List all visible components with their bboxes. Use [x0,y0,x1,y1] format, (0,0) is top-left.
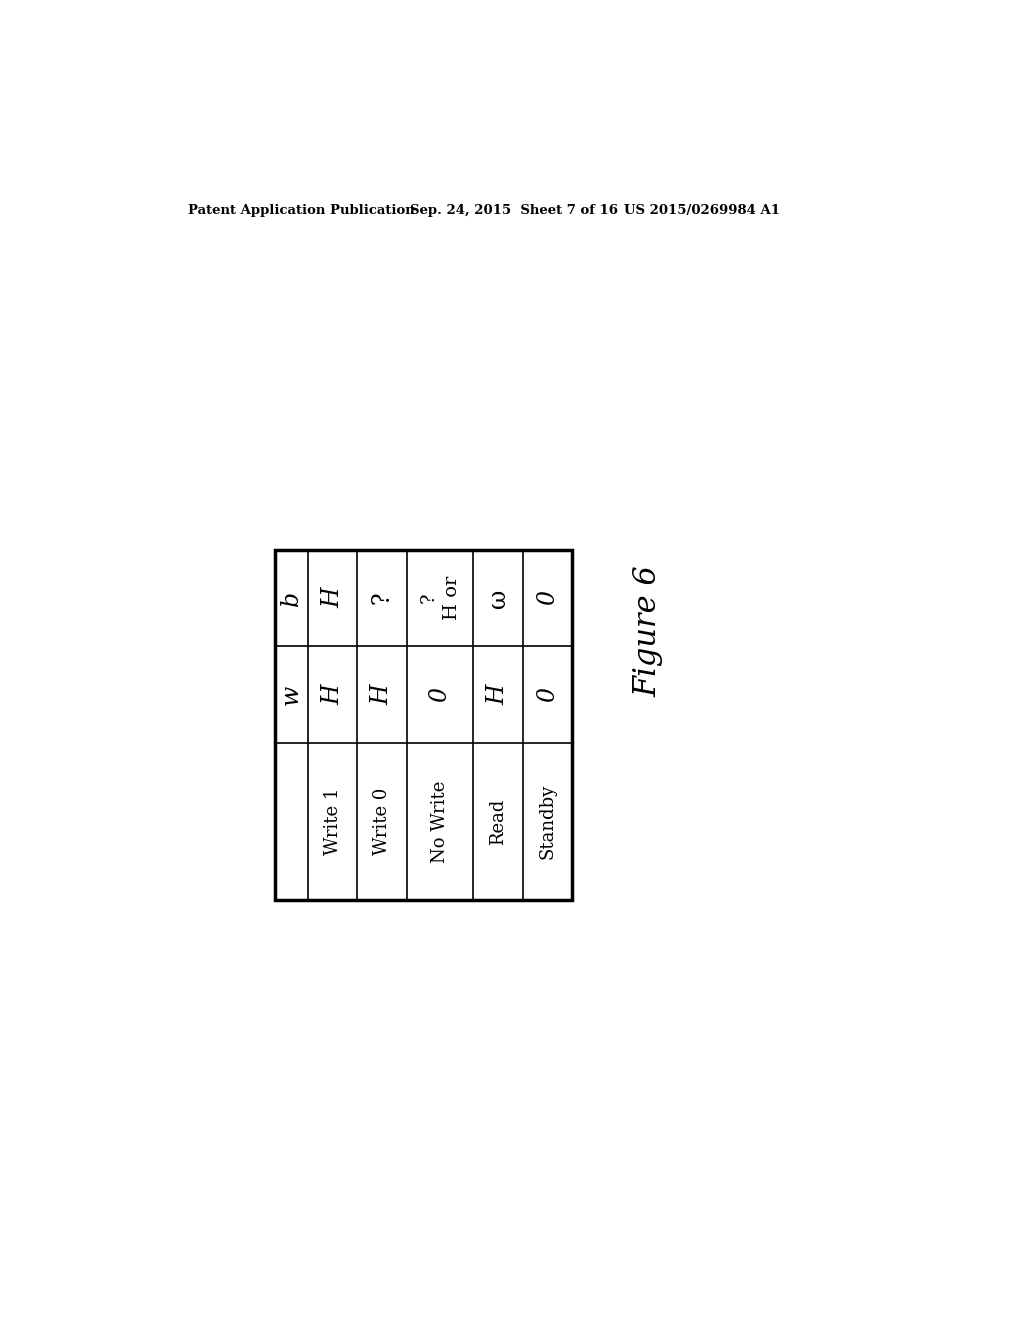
Text: ω: ω [486,589,510,607]
Text: Read: Read [489,799,507,845]
Text: H: H [486,684,510,705]
Text: Sep. 24, 2015  Sheet 7 of 16: Sep. 24, 2015 Sheet 7 of 16 [410,205,617,216]
Text: b: b [280,590,303,606]
Text: H: H [322,684,344,705]
Text: ?: ? [371,591,394,605]
Text: Standby: Standby [539,784,557,859]
Text: 0: 0 [537,590,559,606]
Text: 0: 0 [537,686,559,702]
Text: Write 0: Write 0 [374,788,391,855]
Text: H: H [371,684,394,705]
Text: US 2015/0269984 A1: US 2015/0269984 A1 [624,205,780,216]
Text: Figure 6: Figure 6 [632,565,664,697]
Text: w: w [280,685,303,705]
Text: H: H [322,587,344,609]
Text: No Write: No Write [431,780,450,863]
Bar [274,549,572,900]
Text: ?
H or: ? H or [420,576,461,620]
Text: 0: 0 [429,686,452,702]
Text: Write 1: Write 1 [324,788,342,855]
Text: Patent Application Publication: Patent Application Publication [187,205,415,216]
